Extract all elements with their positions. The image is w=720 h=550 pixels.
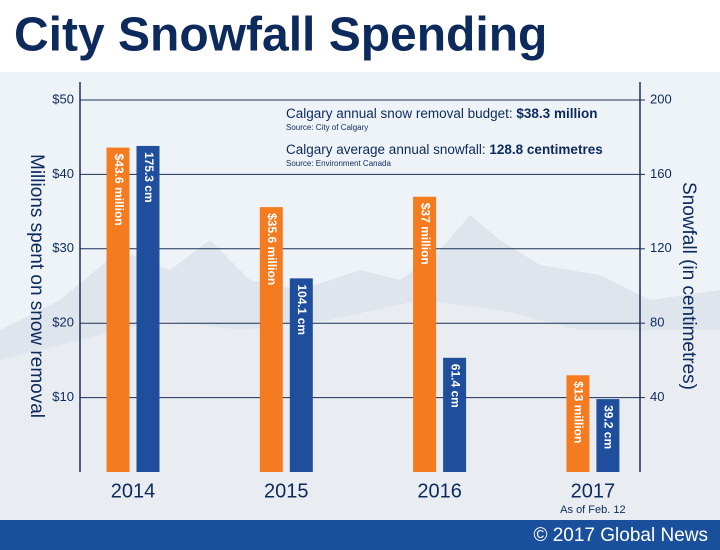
bar xyxy=(443,357,467,472)
x-tick-label: 2016 xyxy=(417,480,462,502)
annotation-value: 128.8 centimetres xyxy=(489,142,602,157)
value-label: $35.6 million xyxy=(265,213,279,285)
y2-tick-label: 160 xyxy=(650,166,672,181)
y2-tick-label: 200 xyxy=(650,91,672,106)
y2-tick-label: 40 xyxy=(650,389,664,404)
x-tick-label: 2015 xyxy=(264,480,309,502)
value-label: 61.4 cm xyxy=(448,364,462,408)
value-label: $37 million xyxy=(418,203,432,265)
chart-title: City Snowfall Spending xyxy=(14,9,547,62)
credit: © 2017 Global News xyxy=(533,525,708,546)
y-tick-label: $50 xyxy=(52,91,74,106)
annotation: Calgary annual snow removal budget: $38.… xyxy=(286,106,597,121)
y-tick-label: $10 xyxy=(52,389,74,404)
annotation-text: Calgary annual snow removal budget: xyxy=(286,106,513,121)
y-tick-label: $30 xyxy=(52,240,74,255)
footer-bar xyxy=(0,520,720,550)
value-label: $13 million xyxy=(572,381,586,443)
value-label: 104.1 cm xyxy=(295,284,309,335)
annotation-source: Source: City of Calgary xyxy=(286,123,368,132)
value-label: $43.6 million xyxy=(112,154,126,226)
y-tick-label: $20 xyxy=(52,315,74,330)
bar xyxy=(136,145,160,472)
bar xyxy=(289,278,313,472)
bar xyxy=(596,399,620,472)
y2-axis-label: Snowfall (in centimetres) xyxy=(678,182,699,390)
annotation-text: Calgary average annual snowfall: xyxy=(286,142,486,157)
value-label: 39.2 cm xyxy=(602,405,616,449)
annotation-value: $38.3 million xyxy=(516,106,597,121)
annotation-source: Source: Environment Canada xyxy=(286,159,392,168)
x-tick-label: 2017 xyxy=(571,480,616,502)
bar xyxy=(413,196,437,472)
mountains-front xyxy=(0,300,720,520)
x-tick-label: 2014 xyxy=(111,480,156,502)
value-label: 175.3 cm xyxy=(142,152,156,203)
y2-tick-label: 80 xyxy=(650,315,664,330)
bar xyxy=(259,207,283,473)
y2-tick-label: 120 xyxy=(650,240,672,255)
y-tick-label: $40 xyxy=(52,166,74,181)
category-note: As of Feb. 12 xyxy=(560,504,625,516)
y-axis-label: Millions spent on snow removal xyxy=(26,154,47,418)
bar xyxy=(566,375,590,472)
bar xyxy=(106,147,130,472)
annotation: Calgary average annual snowfall: 128.8 c… xyxy=(286,142,603,157)
